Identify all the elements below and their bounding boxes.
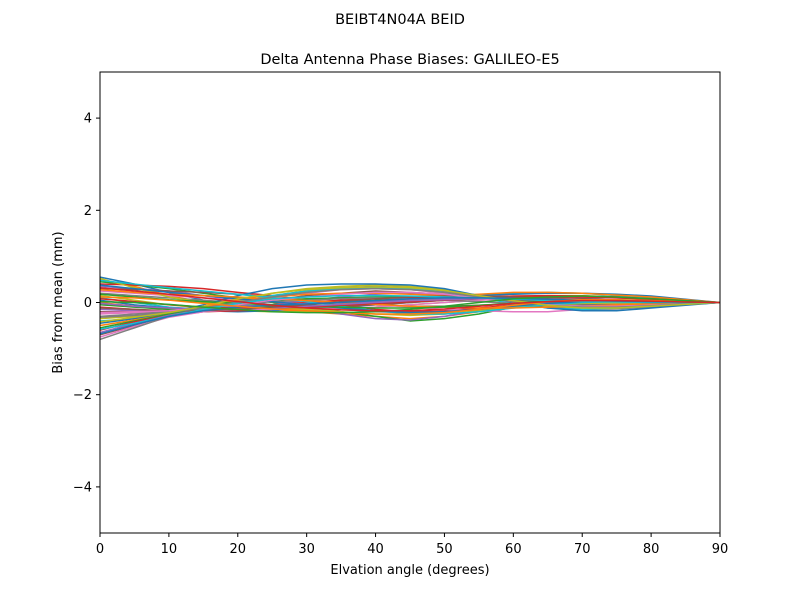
series-line-29 bbox=[100, 277, 720, 317]
series-line-44 bbox=[100, 287, 720, 312]
series-line-42 bbox=[100, 296, 720, 315]
y-tick-label: −4 bbox=[73, 480, 92, 495]
y-tick-label: 2 bbox=[84, 204, 92, 219]
x-tick-label: 20 bbox=[230, 542, 247, 557]
series-line-43 bbox=[100, 295, 720, 314]
x-tick-label: 70 bbox=[574, 542, 591, 557]
x-tick-label: 80 bbox=[643, 542, 660, 557]
y-tick-label: 4 bbox=[84, 112, 92, 127]
x-tick-label: 30 bbox=[298, 542, 315, 557]
x-tick-label: 40 bbox=[367, 542, 384, 557]
x-axis: 0 10 20 30 40 50 60 70 80 90 bbox=[96, 533, 728, 557]
series-line-21 bbox=[100, 283, 720, 324]
series-line-32 bbox=[100, 288, 720, 309]
x-tick-label: 60 bbox=[505, 542, 522, 557]
x-tick-label: 50 bbox=[436, 542, 453, 557]
series-layer bbox=[100, 276, 720, 341]
x-tick-label: 10 bbox=[161, 542, 178, 557]
series-line-40 bbox=[100, 294, 720, 330]
y-axis: −4 −2 0 2 4 bbox=[73, 112, 100, 495]
x-axis-label: Elvation angle (degrees) bbox=[330, 563, 489, 578]
series-line-39 bbox=[100, 286, 720, 323]
x-tick-label: 90 bbox=[712, 542, 729, 557]
figure-suptitle: BEIBT4N04A BEID bbox=[335, 12, 465, 28]
series-line-38 bbox=[100, 287, 720, 318]
x-tick-label: 0 bbox=[96, 542, 104, 557]
chart-title: Delta Antenna Phase Biases: GALILEO-E5 bbox=[260, 52, 559, 68]
y-tick-label: 0 bbox=[84, 296, 92, 311]
y-axis-label: Bias from mean (mm) bbox=[51, 231, 66, 373]
y-tick-label: −2 bbox=[73, 388, 92, 403]
